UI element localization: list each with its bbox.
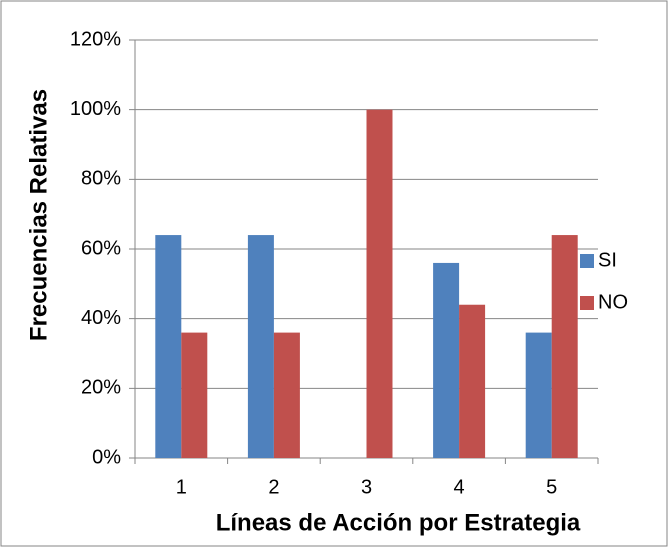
- bar: [155, 235, 182, 458]
- bar: [273, 332, 300, 458]
- y-tick-label: 80%: [81, 168, 121, 190]
- legend-swatch: [580, 296, 594, 310]
- legend-label: SI: [598, 249, 617, 271]
- bar: [366, 109, 393, 459]
- y-tick-label: 60%: [81, 237, 121, 259]
- bar: [525, 332, 552, 458]
- legend-swatch: [580, 254, 594, 268]
- x-tick-label: 3: [361, 476, 372, 498]
- x-tick-label: 1: [176, 476, 187, 498]
- x-tick-label: 5: [546, 476, 557, 498]
- bar: [433, 262, 460, 458]
- y-tick-label: 100%: [70, 98, 121, 120]
- y-tick-label: 20%: [81, 377, 121, 399]
- y-tick-label: 120%: [70, 28, 121, 50]
- bar: [181, 332, 208, 458]
- bar: [551, 235, 578, 458]
- y-axis-title: Frecuencias Relativas: [25, 89, 52, 341]
- bar: [247, 235, 274, 458]
- x-axis-title: Líneas de Acción por Estrategia: [216, 509, 581, 536]
- x-tick-label: 4: [454, 476, 465, 498]
- legend-label: NO: [598, 291, 628, 313]
- y-tick-label: 0%: [92, 446, 121, 468]
- bar: [459, 304, 486, 458]
- y-tick-label: 40%: [81, 307, 121, 329]
- x-tick-label: 2: [268, 476, 279, 498]
